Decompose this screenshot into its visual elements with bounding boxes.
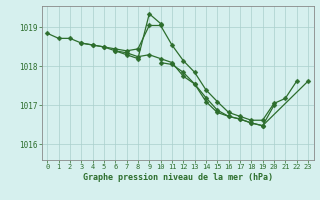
X-axis label: Graphe pression niveau de la mer (hPa): Graphe pression niveau de la mer (hPa): [83, 173, 273, 182]
